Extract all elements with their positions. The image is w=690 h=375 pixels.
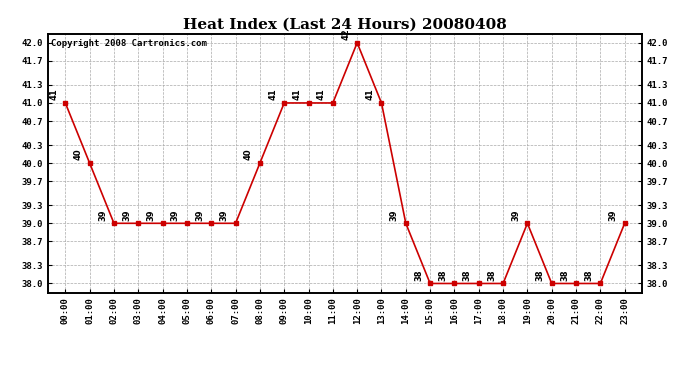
Text: Copyright 2008 Cartronics.com: Copyright 2008 Cartronics.com: [51, 39, 207, 48]
Text: 39: 39: [219, 209, 228, 220]
Text: 39: 39: [122, 209, 131, 220]
Text: 39: 39: [511, 209, 520, 220]
Text: 39: 39: [195, 209, 204, 220]
Text: 38: 38: [487, 269, 496, 281]
Text: 38: 38: [414, 269, 423, 281]
Text: 41: 41: [268, 88, 277, 100]
Text: 41: 41: [317, 88, 326, 100]
Text: 40: 40: [74, 149, 83, 160]
Text: 39: 39: [171, 209, 180, 220]
Text: 39: 39: [147, 209, 156, 220]
Text: 39: 39: [98, 209, 107, 220]
Text: 38: 38: [584, 269, 593, 281]
Text: 38: 38: [438, 269, 448, 281]
Text: 41: 41: [293, 88, 302, 100]
Text: 38: 38: [463, 269, 472, 281]
Title: Heat Index (Last 24 Hours) 20080408: Heat Index (Last 24 Hours) 20080408: [183, 17, 507, 31]
Text: 39: 39: [609, 209, 618, 220]
Text: 40: 40: [244, 149, 253, 160]
Text: 38: 38: [560, 269, 569, 281]
Text: 41: 41: [50, 88, 59, 100]
Text: 38: 38: [535, 269, 545, 281]
Text: 39: 39: [390, 209, 399, 220]
Text: 42: 42: [342, 28, 351, 40]
Text: 41: 41: [366, 88, 375, 100]
